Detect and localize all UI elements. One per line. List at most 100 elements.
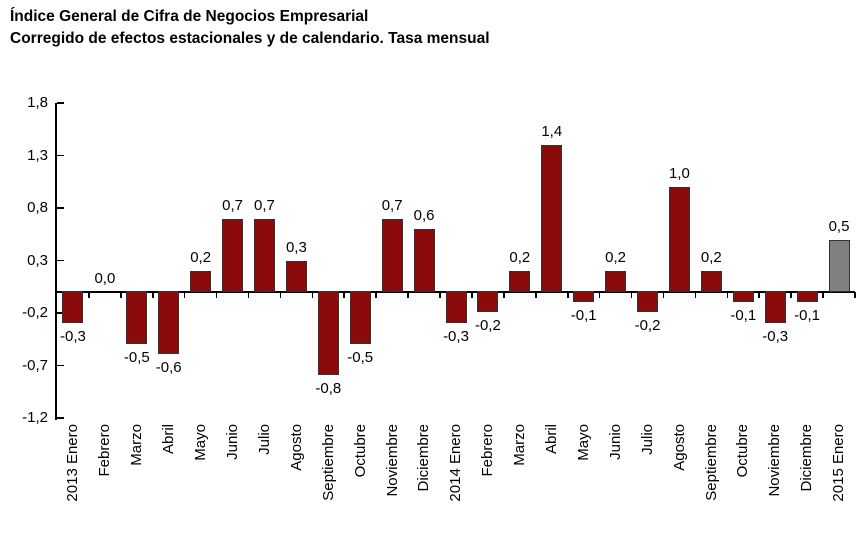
x-axis-label: Agosto xyxy=(280,424,312,530)
x-axis-label-text: Octubre xyxy=(734,424,752,478)
x-axis-label-text: Agosto xyxy=(670,424,688,471)
bar-value-label: -0,1 xyxy=(570,306,597,324)
y-axis-label: -0,7 xyxy=(22,356,48,374)
chart-title: Índice General de Cifra de Negocios Empr… xyxy=(10,6,490,50)
x-axis-label-text: Febrero xyxy=(479,424,497,477)
x-axis-label-text: Noviembre xyxy=(766,424,784,497)
x-axis-label-text: Abril xyxy=(543,424,561,455)
bar-value-label: 1,0 xyxy=(669,165,690,182)
x-axis-label: Junio xyxy=(599,424,631,530)
y-axis-label: -0,2 xyxy=(22,304,48,321)
bar-value-label: 0,7 xyxy=(222,196,243,214)
bar xyxy=(796,291,818,302)
x-axis-label-text: Junio xyxy=(606,424,624,460)
x-axis-label: Septiembre xyxy=(312,424,344,530)
x-axis-label: Octubre xyxy=(727,424,759,530)
x-axis-tick xyxy=(535,292,537,298)
bar xyxy=(317,291,339,376)
x-axis-tick xyxy=(120,292,122,298)
x-axis-label-text: 2014 Enero xyxy=(447,424,465,502)
bar-value-label: -0,6 xyxy=(155,359,182,376)
bar-value-label: 0,2 xyxy=(700,249,722,266)
x-axis-tick xyxy=(694,292,697,298)
bar xyxy=(509,271,531,292)
bar-value-label: 0,2 xyxy=(605,249,627,266)
y-axis-tick xyxy=(57,312,64,314)
x-axis-label-text: Agosto xyxy=(287,424,305,471)
y-axis-tick xyxy=(57,417,64,419)
x-axis-label-text: Noviembre xyxy=(383,424,401,497)
bar-value-label: -0,5 xyxy=(347,348,374,366)
bar xyxy=(668,187,690,292)
bar-value-label: 0,0 xyxy=(94,270,116,287)
bar-value-label: -0,1 xyxy=(794,306,821,324)
bar-value-label: 0,2 xyxy=(190,249,212,266)
x-axis-label: Abril xyxy=(153,424,185,530)
bar xyxy=(828,239,850,292)
bar xyxy=(477,291,499,313)
x-axis-tick xyxy=(247,292,250,298)
x-axis-tick xyxy=(311,292,314,298)
y-axis-tick xyxy=(57,102,64,104)
x-axis-label: Julio xyxy=(631,424,663,530)
bar xyxy=(126,291,148,344)
x-axis-label-text: 2015 Enero xyxy=(830,424,848,502)
x-axis-label: Noviembre xyxy=(376,424,408,530)
bar-value-label: 0,7 xyxy=(381,196,403,214)
y-axis-tick xyxy=(57,364,64,367)
x-axis-label-text: Julio xyxy=(638,424,656,455)
x-axis-label-text: Julio xyxy=(255,424,273,455)
bar xyxy=(381,218,403,292)
x-axis-label-text: 2013 Enero xyxy=(64,424,82,502)
bar xyxy=(764,291,786,323)
bar-value-label: -0,2 xyxy=(474,317,501,334)
x-axis-label-text: Septiembre xyxy=(319,424,337,501)
x-axis-tick xyxy=(279,292,282,298)
x-axis-tick xyxy=(151,292,154,298)
bar-value-label: -0,3 xyxy=(60,327,86,345)
bar xyxy=(253,218,275,292)
x-axis-tick xyxy=(471,292,473,298)
x-axis-labels: 2013 Enero Febrero Marzo Abril Mayo Junio Juli… xyxy=(57,424,855,530)
bar xyxy=(573,291,595,302)
bar xyxy=(541,145,563,292)
x-axis-label-text: Marzo xyxy=(128,424,146,466)
x-axis-tick xyxy=(407,292,409,298)
x-axis-label-text: Abril xyxy=(160,424,178,455)
x-axis-label: Julio xyxy=(248,424,280,530)
x-axis-tick xyxy=(215,292,218,298)
x-axis-label: 2013 Enero xyxy=(57,424,89,530)
bar-value-label: -0,1 xyxy=(730,306,757,324)
bar-value-label: 0,5 xyxy=(828,217,850,235)
bar-value-label: 0,7 xyxy=(254,196,275,214)
y-axis-tick xyxy=(57,259,64,262)
x-axis-tick xyxy=(439,292,441,298)
bar xyxy=(158,291,180,355)
bar xyxy=(700,271,722,292)
x-axis-label: Marzo xyxy=(504,424,536,530)
x-axis-label-text: Diciembre xyxy=(798,424,816,492)
x-axis-tick xyxy=(343,292,346,298)
x-axis-label-text: Diciembre xyxy=(415,424,433,492)
bar xyxy=(637,291,659,313)
x-axis-tick xyxy=(598,292,601,298)
y-axis-label: 1,8 xyxy=(27,94,48,111)
x-axis-tick xyxy=(566,292,569,298)
x-axis-label-text: Octubre xyxy=(351,424,369,478)
chart-title-line1: Índice General de Cifra de Negocios Empr… xyxy=(10,8,369,25)
x-axis-label: Noviembre xyxy=(759,424,791,530)
x-axis-tick xyxy=(854,292,856,298)
x-axis-tick xyxy=(790,292,792,298)
x-axis-label: Febrero xyxy=(89,424,121,530)
x-axis-label: 2014 Enero xyxy=(440,424,472,530)
y-axis-line xyxy=(55,103,57,420)
bar-value-label: 1,4 xyxy=(541,123,563,140)
y-axis-label: -1,2 xyxy=(22,409,48,426)
bar xyxy=(62,291,84,323)
bar xyxy=(285,260,307,292)
y-axis-tick xyxy=(57,207,64,209)
x-axis-label: Diciembre xyxy=(408,424,440,530)
x-axis-label: Octubre xyxy=(344,424,376,530)
y-axis-label: 0,3 xyxy=(27,251,48,269)
